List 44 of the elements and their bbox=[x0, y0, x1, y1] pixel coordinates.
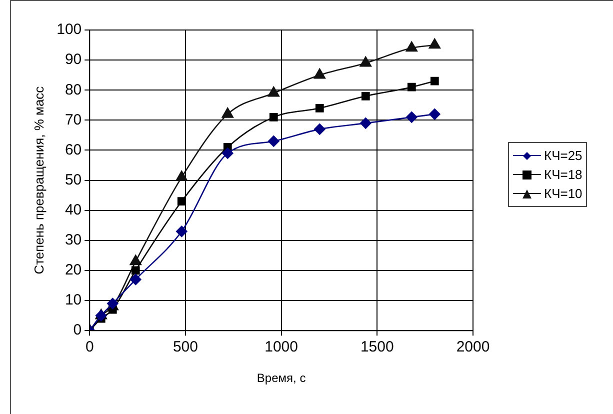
point bbox=[176, 170, 188, 181]
point bbox=[269, 112, 278, 122]
point bbox=[430, 76, 439, 86]
x-tick-label: 1500 bbox=[360, 338, 394, 356]
point bbox=[314, 68, 326, 79]
point bbox=[407, 82, 416, 92]
point bbox=[130, 274, 142, 286]
y-tick-label: 50 bbox=[64, 171, 82, 188]
point bbox=[131, 266, 140, 275]
point bbox=[222, 148, 234, 159]
point bbox=[406, 112, 418, 123]
point bbox=[361, 92, 370, 100]
y-tick-label: 80 bbox=[64, 81, 82, 98]
y-tick-label: 0 bbox=[73, 322, 82, 339]
x-tick-label: 0 bbox=[85, 338, 94, 356]
point bbox=[268, 86, 280, 97]
x-tick-label: 500 bbox=[172, 338, 198, 356]
point bbox=[268, 136, 280, 147]
y-tick-label: 100 bbox=[56, 21, 82, 38]
y-axis-title: Степень превращения, % масс bbox=[31, 86, 46, 274]
y-tick-label: 60 bbox=[64, 141, 82, 158]
point bbox=[406, 41, 418, 52]
point bbox=[130, 254, 142, 266]
x-axis-title: Время, с bbox=[256, 371, 306, 386]
point bbox=[360, 118, 372, 129]
y-tick-label: 10 bbox=[64, 292, 82, 309]
y-tick-label: 40 bbox=[64, 202, 82, 218]
legend-label: КЧ=10 bbox=[544, 186, 582, 201]
y-tick-label: 20 bbox=[64, 262, 82, 279]
legend-label: КЧ=18 bbox=[544, 167, 582, 182]
x-tick-label: 2000 bbox=[456, 338, 490, 356]
y-tick-label: 30 bbox=[64, 232, 82, 249]
legend-label: КЧ=25 bbox=[544, 148, 582, 163]
point bbox=[360, 56, 372, 67]
point bbox=[314, 124, 326, 135]
point bbox=[315, 104, 324, 112]
point bbox=[177, 197, 186, 206]
point bbox=[176, 226, 188, 238]
point bbox=[222, 108, 234, 118]
y-tick-label: 70 bbox=[64, 111, 82, 128]
y-tick-label: 90 bbox=[64, 51, 82, 68]
x-tick-label: 1000 bbox=[264, 338, 298, 356]
point bbox=[429, 108, 440, 120]
point bbox=[428, 38, 441, 49]
